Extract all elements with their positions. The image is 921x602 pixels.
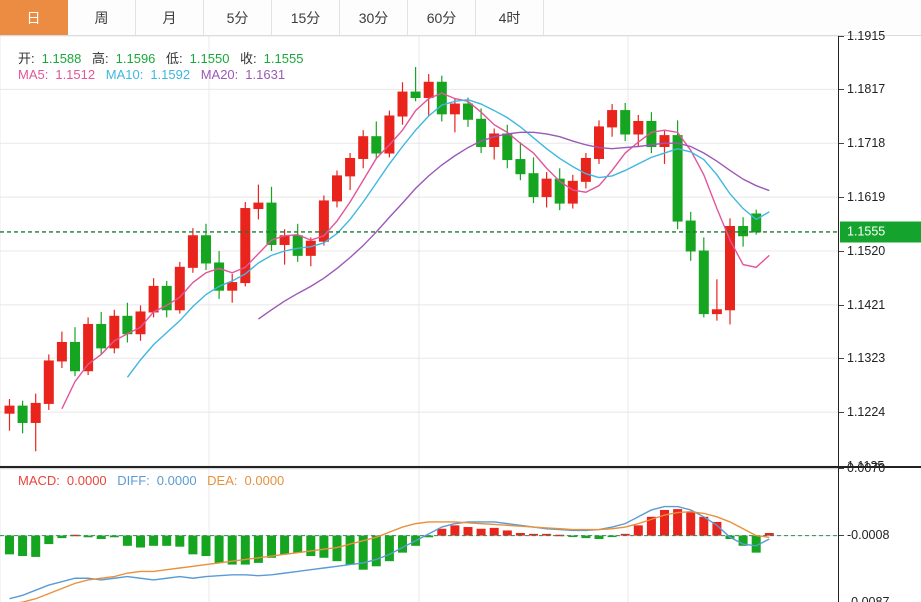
price-chart-panel[interactable]: 开: 1.1588 高: 1.1596 低: 1.1550 收: 1.1555 MA5:… <box>0 36 838 466</box>
price-tick-label-7: 1.1224 <box>847 405 886 420</box>
macd-tick-mark-0 <box>839 468 844 469</box>
macd-tick-label-1: -0.0008 <box>847 527 890 542</box>
price-tick-mark-6 <box>839 358 844 360</box>
chart-area: 开: 1.1588 高: 1.1596 低: 1.1550 收: 1.1555 MA5:… <box>0 29 921 602</box>
macd-tick-label-0: 0.0070 <box>847 461 886 475</box>
period-tab-bar: 日周月 5分 15分 30分 60分 4时 <box>0 0 921 36</box>
price-tick-label-0: 1.1915 <box>847 29 886 43</box>
price-chart-svg <box>0 36 838 466</box>
price-tick-label-1: 1.1817 <box>847 82 886 97</box>
price-tick-mark-2 <box>839 143 844 145</box>
period-tab-5[interactable]: 30分 <box>340 0 408 35</box>
current-price-badge: 1.1555 <box>840 221 921 243</box>
price-tick-mark-0 <box>839 36 844 37</box>
period-tab-0[interactable]: 日 <box>0 0 68 35</box>
macd-axis: 0.0070 -0.0008 -0.0087 <box>838 461 921 602</box>
macd-chart-svg <box>0 469 838 602</box>
price-tick-label-2: 1.1718 <box>847 136 886 151</box>
macd-tick-label-2: -0.0087 <box>847 595 890 602</box>
panel-divider <box>0 466 921 468</box>
period-tab-6[interactable]: 60分 <box>408 0 476 35</box>
price-tick-mark-1 <box>839 89 844 91</box>
price-tick-mark-3 <box>839 197 844 199</box>
price-tick-mark-7 <box>839 412 844 414</box>
period-tab-2[interactable]: 月 <box>136 0 204 35</box>
price-tick-mark-4 <box>839 251 844 252</box>
period-tab-7[interactable]: 4时 <box>476 0 544 35</box>
price-tick-label-6: 1.1323 <box>847 351 886 366</box>
period-tab-3[interactable]: 5分 <box>204 0 272 35</box>
macd-panel[interactable]: MACD: 0.0000 DIFF: 0.0000 DEA: 0.0000 <box>0 468 838 602</box>
period-tab-1[interactable]: 周 <box>68 0 136 35</box>
price-axis: 1.1555 1.1915 1.1817 1.1718 1.1619 1.1520 1.1… <box>838 29 921 473</box>
price-tick-label-4: 1.1520 <box>847 244 886 258</box>
macd-tick-mark-1 <box>839 534 844 536</box>
price-tick-label-5: 1.1421 <box>847 297 886 312</box>
period-tab-4[interactable]: 15分 <box>272 0 340 35</box>
price-tick-label-3: 1.1619 <box>847 190 886 205</box>
price-tick-mark-5 <box>839 304 844 306</box>
